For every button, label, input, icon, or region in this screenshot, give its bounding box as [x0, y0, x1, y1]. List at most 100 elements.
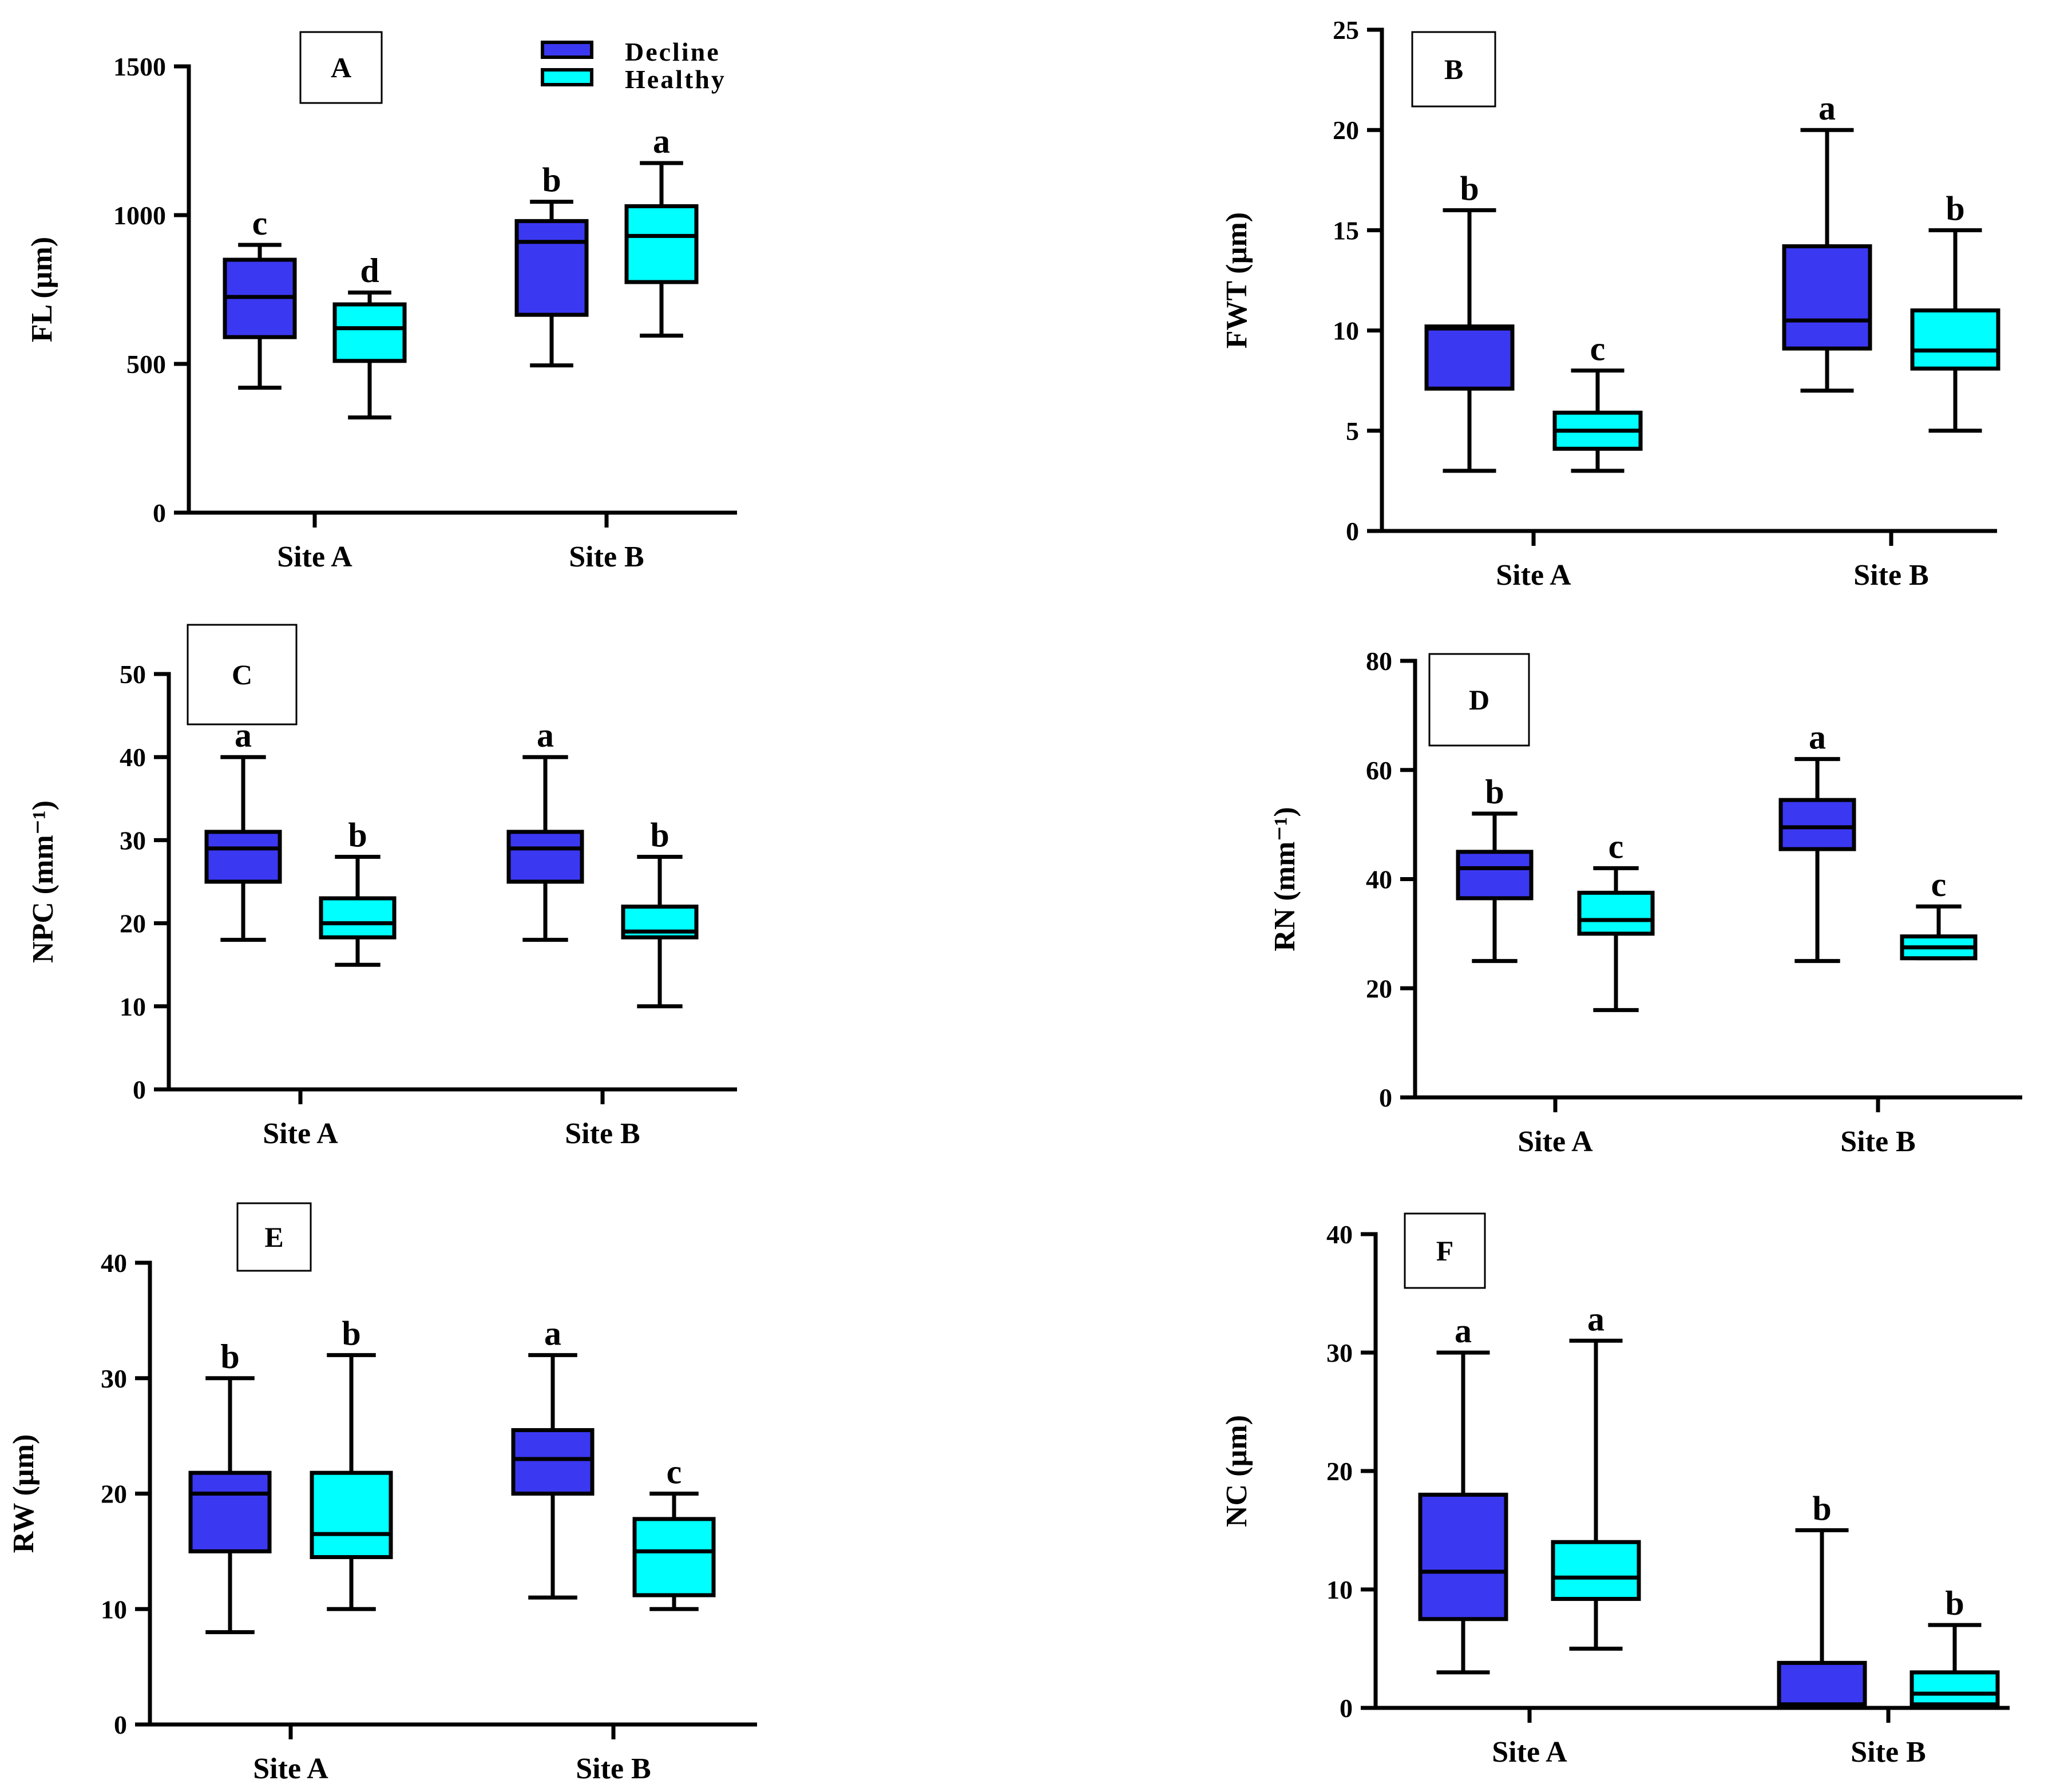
significance-letter: b [650, 816, 669, 854]
box-healthy-site-a: c [1577, 827, 1655, 1012]
x-tick-label: Site B [1851, 1736, 1926, 1769]
box-decline-site-a: b [1424, 169, 1515, 473]
box-decline-site-b: a [511, 1314, 595, 1600]
panel-tag-box [1411, 31, 1496, 108]
box-iqr [310, 1470, 393, 1559]
panel-tag-label: D [1469, 684, 1489, 716]
box-healthy-site-a: c [1552, 330, 1643, 473]
box-iqr [1778, 798, 1856, 851]
y-tick-label: 20 [120, 909, 146, 938]
box-healthy-site-b: b [1909, 1584, 2000, 1710]
series-healthy: ab [1551, 1300, 2000, 1710]
y-tick-label: 30 [101, 1364, 127, 1393]
panel-tag-label: E [264, 1221, 283, 1253]
x-tick-label: Site A [1492, 1736, 1567, 1769]
significance-letter: b [348, 816, 367, 854]
box-iqr [514, 219, 589, 317]
significance-letter: a [1809, 719, 1826, 756]
series-healthy: da [332, 122, 699, 420]
y-tick-label: 0 [1379, 1083, 1392, 1112]
x-tick-label: Site B [569, 541, 644, 573]
y-tick-label: 30 [1326, 1338, 1353, 1367]
y-tick-label: 10 [120, 992, 146, 1021]
box-healthy-site-b: c [1900, 866, 1978, 961]
y-tick-label: 25 [1333, 15, 1359, 45]
box-iqr [1910, 308, 2000, 371]
x-tick-label: Site A [277, 541, 352, 573]
significance-letter: a [537, 716, 554, 754]
box-decline-site-b: a [506, 716, 584, 942]
significance-letter: c [667, 1453, 682, 1491]
box-healthy-site-a: d [332, 252, 407, 420]
panel-tag-label: A [331, 51, 351, 84]
series-decline: ab [1418, 1312, 1867, 1710]
box-iqr [188, 1470, 272, 1553]
box-iqr [1782, 244, 1872, 351]
y-tick-label: 1500 [113, 52, 166, 81]
significance-letter: b [1460, 169, 1479, 207]
y-axis-label: RN (mm⁻¹) [1269, 807, 1301, 951]
box-iqr [319, 896, 397, 939]
panel-tag-label: C [232, 659, 252, 691]
y-tick-label: 5 [1346, 417, 1359, 446]
series-decline: cb [223, 161, 589, 390]
legend-label-healthy: Healthy [625, 65, 726, 94]
y-tick-label: 0 [1340, 1694, 1353, 1723]
x-tick-label: Site A [1496, 559, 1571, 592]
x-tick-label: Site A [253, 1753, 328, 1785]
panel-tag-box [187, 624, 298, 725]
box-iqr [1551, 1540, 1641, 1601]
y-tick-label: 0 [1346, 517, 1359, 546]
box-iqr [1909, 1670, 2000, 1707]
panel-tag-label: F [1436, 1235, 1454, 1267]
y-tick-label: 10 [101, 1595, 127, 1624]
box-iqr [506, 830, 584, 884]
significance-letter: c [1931, 866, 1947, 903]
significance-letter: a [653, 122, 670, 160]
box-iqr [204, 830, 282, 884]
y-tick-label: 40 [101, 1248, 127, 1278]
box-iqr [1456, 850, 1534, 901]
box-healthy-site-b: b [1910, 189, 2000, 433]
y-tick-label: 0 [133, 1075, 146, 1104]
box-decline-site-a: a [1418, 1312, 1508, 1675]
y-tick-label: 20 [101, 1480, 127, 1509]
significance-letter: b [342, 1314, 360, 1352]
legend-label-decline: Decline [625, 37, 720, 66]
box-iqr [632, 1517, 716, 1597]
legend: Decline Healthy [541, 37, 726, 94]
y-tick-label: 40 [1366, 865, 1392, 894]
box-healthy-site-a: b [310, 1314, 393, 1611]
y-axis-label: FL (µm) [26, 237, 58, 343]
y-tick-label: 0 [114, 1710, 127, 1739]
panel-tag-box [299, 31, 383, 104]
x-tick-label: Site B [1840, 1125, 1915, 1158]
significance-letter: b [1485, 773, 1504, 811]
series-decline: ba [188, 1314, 595, 1635]
significance-letter: b [1812, 1490, 1831, 1528]
legend-swatch-healthy [541, 68, 593, 86]
y-tick-label: 80 [1366, 647, 1392, 676]
box-decline-site-b: b [1777, 1490, 1867, 1710]
x-tick-label: Site A [263, 1117, 338, 1150]
box-healthy-site-b: b [621, 816, 699, 1009]
y-tick-label: 15 [1333, 216, 1359, 245]
y-axis-label: NC (µm) [1221, 1415, 1253, 1527]
box-decline-site-b: a [1782, 89, 1872, 393]
y-tick-label: 30 [120, 826, 146, 855]
box-iqr [1424, 324, 1515, 391]
box-decline-site-a: c [223, 204, 297, 390]
box-healthy-site-a: b [319, 816, 397, 967]
significance-letter: c [252, 204, 268, 242]
panel-tag-label: B [1444, 53, 1463, 85]
significance-letter: a [1455, 1312, 1472, 1350]
y-tick-label: 1000 [113, 201, 166, 230]
